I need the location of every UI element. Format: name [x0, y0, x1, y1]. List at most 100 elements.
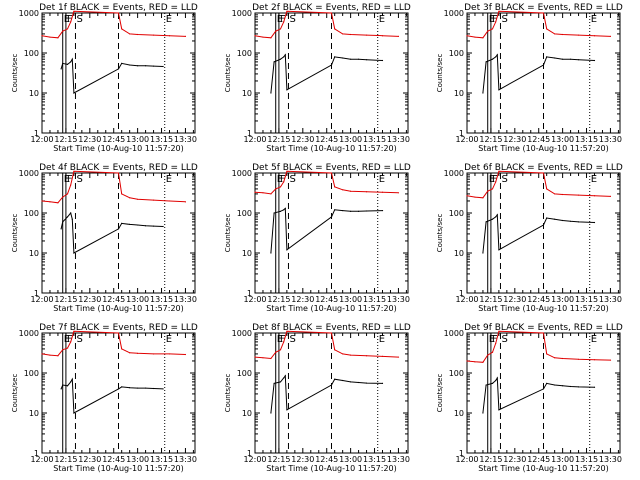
data-point-lld	[365, 34, 368, 36]
data-point-lld	[184, 35, 187, 38]
data-point-lld	[254, 356, 256, 358]
data-point-events	[496, 377, 498, 379]
x-tick-label: 13:15	[363, 455, 386, 464]
data-point-lld	[117, 332, 120, 334]
data-point-lld	[381, 191, 384, 193]
x-tick-label: 12:45	[527, 455, 550, 464]
data-point-lld	[609, 35, 612, 38]
data-point-lld	[495, 21, 497, 23]
x-tick-label: 12:00	[455, 135, 478, 144]
data-point-events	[137, 387, 139, 389]
marker-label: S	[289, 174, 295, 185]
data-point-lld	[283, 181, 285, 183]
x-tick-label: 12:15	[54, 455, 77, 464]
marker-label: E	[64, 14, 70, 25]
data-point-lld	[593, 195, 596, 197]
data-point-lld	[283, 21, 285, 23]
data-point-lld	[482, 197, 484, 199]
x-tick-label: 13:30	[599, 455, 622, 464]
data-point-events	[365, 59, 368, 61]
data-point-lld	[49, 36, 51, 38]
data-point-events	[482, 92, 484, 94]
y-tick-label: 100	[237, 49, 252, 58]
data-point-lld	[70, 21, 72, 23]
data-point-events	[546, 382, 548, 384]
x-tick-label: 13:00	[551, 455, 574, 464]
series-line-events	[60, 211, 164, 254]
data-point-events	[270, 252, 272, 254]
marker-label: S	[76, 174, 82, 185]
data-point-events	[496, 54, 498, 56]
x-tick-label: 12:45	[527, 295, 550, 304]
data-point-events	[342, 379, 344, 382]
data-point-lld	[334, 349, 336, 351]
data-point-events	[273, 382, 275, 384]
data-point-lld	[121, 28, 123, 30]
x-tick-label: 12:30	[78, 135, 101, 144]
marker-label: E	[277, 14, 283, 25]
data-point-events	[593, 221, 596, 224]
data-point-lld	[66, 347, 69, 349]
y-tick-label: 100	[237, 209, 252, 218]
x-tick-label: 13:30	[174, 135, 197, 144]
x-tick-label: 12:00	[30, 295, 53, 304]
data-point-lld	[342, 33, 344, 35]
y-tick-label: 1	[459, 129, 464, 138]
data-point-lld	[275, 351, 277, 353]
x-tick-label: 12:30	[503, 295, 526, 304]
y-tick-label: 100	[237, 369, 252, 378]
y-tick-label: 1000	[232, 9, 252, 18]
data-point-events	[330, 64, 333, 66]
data-point-events	[554, 57, 556, 59]
data-point-events	[117, 228, 120, 230]
data-point-events	[62, 62, 64, 64]
data-point-events	[495, 56, 497, 58]
data-point-events	[273, 61, 275, 63]
y-tick-label: 1000	[444, 169, 464, 178]
x-tick-label: 13:15	[575, 135, 598, 144]
y-tick-label: 100	[24, 209, 39, 218]
data-point-events	[284, 375, 286, 377]
data-point-events	[365, 210, 368, 212]
data-point-lld	[41, 200, 43, 202]
data-point-lld	[279, 186, 282, 188]
y-tick-label: 10	[242, 409, 252, 418]
data-point-events	[330, 384, 333, 386]
data-point-lld	[49, 201, 51, 203]
data-point-events	[569, 385, 572, 388]
data-point-lld	[121, 193, 123, 195]
data-point-lld	[184, 201, 187, 203]
panel-title: Det 3f BLACK = Events, RED = LLD	[464, 3, 623, 13]
data-point-events	[152, 65, 155, 67]
data-point-lld	[330, 172, 333, 174]
data-point-events	[542, 64, 545, 66]
data-point-lld	[577, 34, 580, 36]
marker-label: S	[76, 334, 82, 345]
data-point-events	[342, 57, 344, 59]
x-tick-label: 12:45	[527, 135, 550, 144]
data-point-lld	[286, 10, 288, 12]
series-line-lld	[254, 170, 399, 195]
data-point-events	[577, 386, 580, 388]
data-point-events	[152, 387, 155, 390]
data-point-events	[381, 382, 384, 384]
x-tick-label: 12:15	[267, 295, 290, 304]
data-point-lld	[466, 195, 468, 197]
y-tick-label: 100	[449, 49, 464, 58]
data-point-lld	[495, 181, 497, 183]
data-point-events	[286, 409, 288, 411]
data-point-lld	[562, 193, 564, 196]
y-tick-label: 10	[454, 89, 464, 98]
x-tick-label: 12:30	[78, 295, 101, 304]
data-point-events	[283, 209, 285, 211]
y-axis-label: Counts/sec	[436, 214, 444, 253]
x-tick-label: 13:15	[575, 295, 598, 304]
x-tick-label: 13:15	[150, 135, 173, 144]
data-point-events	[144, 225, 147, 227]
y-tick-label: 1	[247, 289, 252, 298]
data-point-lld	[129, 197, 131, 199]
y-tick-label: 1	[34, 289, 39, 298]
data-point-lld	[562, 357, 564, 360]
data-point-events	[71, 378, 73, 380]
